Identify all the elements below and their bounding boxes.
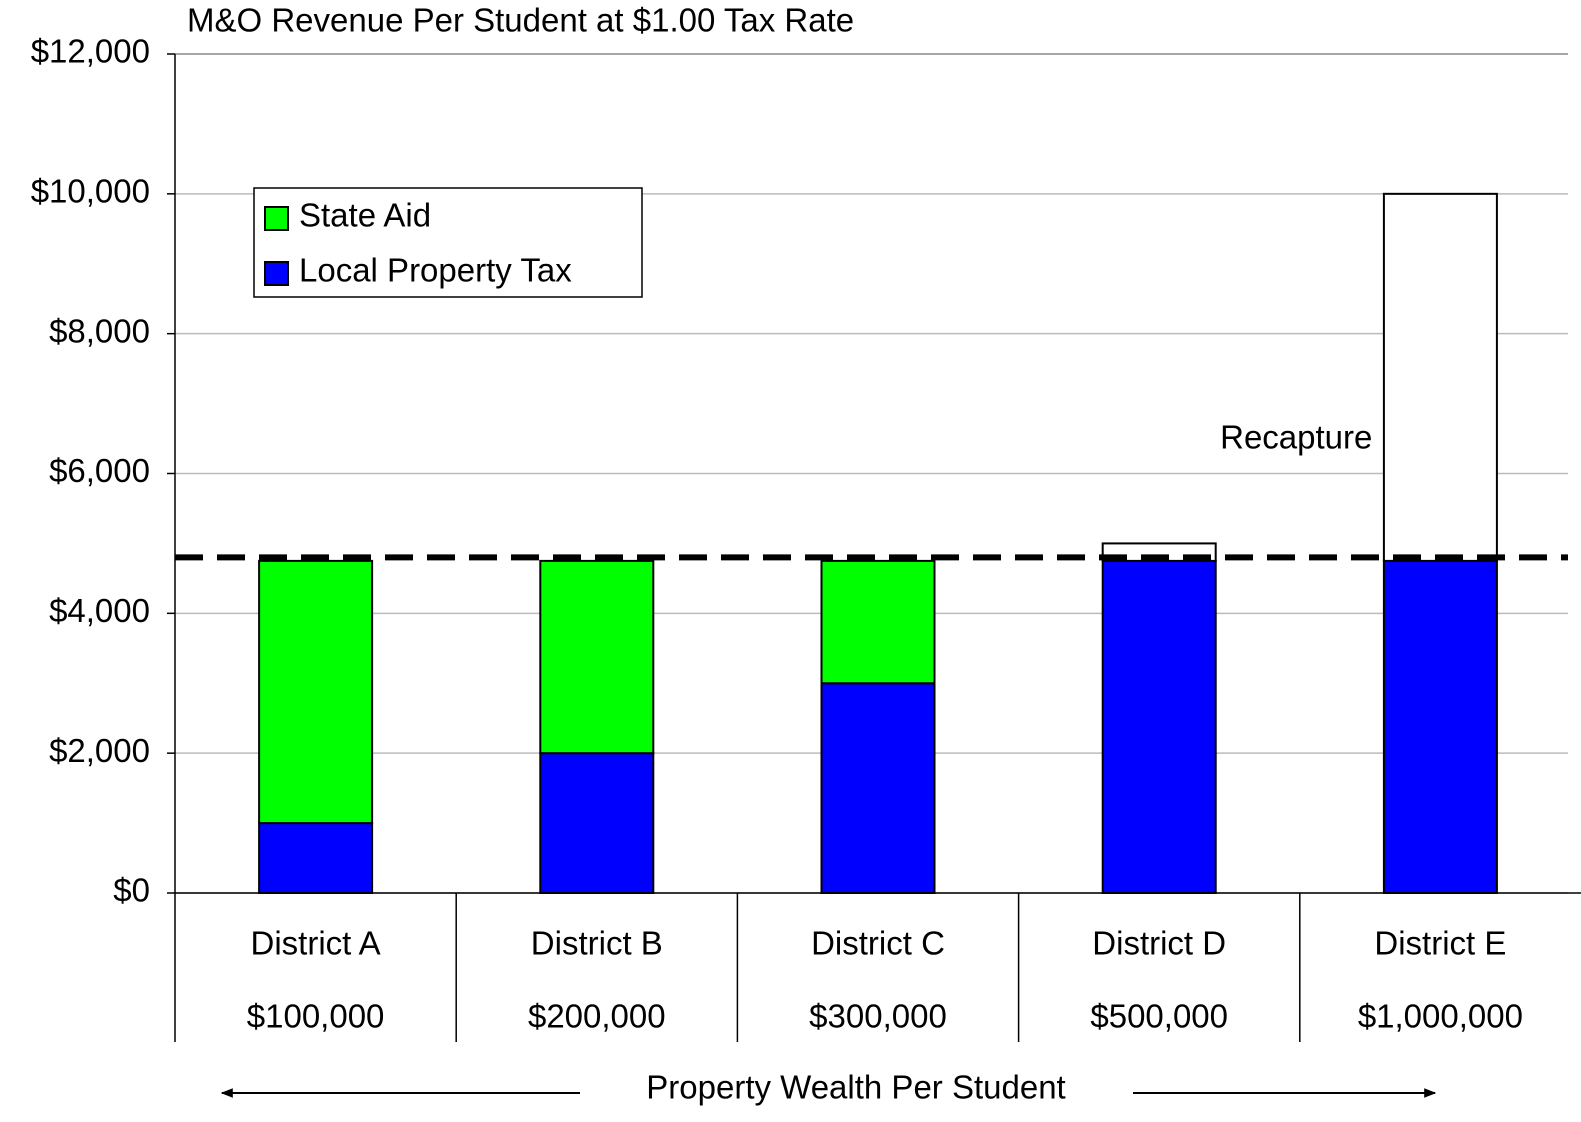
y-tick-label: $4,000 bbox=[49, 592, 150, 629]
annotation: Recapture bbox=[1220, 419, 1372, 456]
bar-segment bbox=[1101, 559, 1217, 894]
y-tick-label: $2,000 bbox=[49, 732, 150, 769]
bar-segment bbox=[258, 822, 374, 894]
x-tick-label: District A bbox=[251, 925, 381, 962]
x-sublabel: $1,000,000 bbox=[1358, 998, 1523, 1035]
x-tick-label: District B bbox=[531, 925, 663, 962]
bar-segment bbox=[820, 559, 936, 685]
x-sublabel: $200,000 bbox=[528, 998, 666, 1035]
legend-box bbox=[253, 187, 643, 298]
y-tick-label: $12,000 bbox=[31, 33, 150, 70]
bar-segment bbox=[539, 559, 655, 755]
bar-segment bbox=[820, 682, 936, 894]
y-tick-label: $6,000 bbox=[49, 452, 150, 489]
legend-label: State Aid bbox=[299, 197, 431, 234]
bar-segment bbox=[1382, 192, 1498, 562]
legend-swatch bbox=[264, 206, 289, 231]
y-tick-label: $10,000 bbox=[31, 173, 150, 210]
x-tick-label: District C bbox=[811, 925, 945, 962]
y-tick-label: $0 bbox=[113, 872, 150, 909]
bar-segment bbox=[539, 752, 655, 895]
bar-segment bbox=[1382, 559, 1498, 894]
chart-title: M&O Revenue Per Student at $1.00 Tax Rat… bbox=[187, 2, 854, 39]
x-sublabel: $100,000 bbox=[247, 998, 385, 1035]
x-sublabel: $500,000 bbox=[1090, 998, 1228, 1035]
x-tick-label: District D bbox=[1092, 925, 1226, 962]
bar-segment bbox=[258, 559, 374, 825]
x-axis-label: Property Wealth Per Student bbox=[646, 1069, 1065, 1106]
x-sublabel: $300,000 bbox=[809, 998, 947, 1035]
y-tick-label: $8,000 bbox=[49, 312, 150, 349]
legend-swatch bbox=[264, 261, 289, 286]
legend-label: Local Property Tax bbox=[299, 252, 572, 289]
x-tick-label: District E bbox=[1374, 925, 1506, 962]
